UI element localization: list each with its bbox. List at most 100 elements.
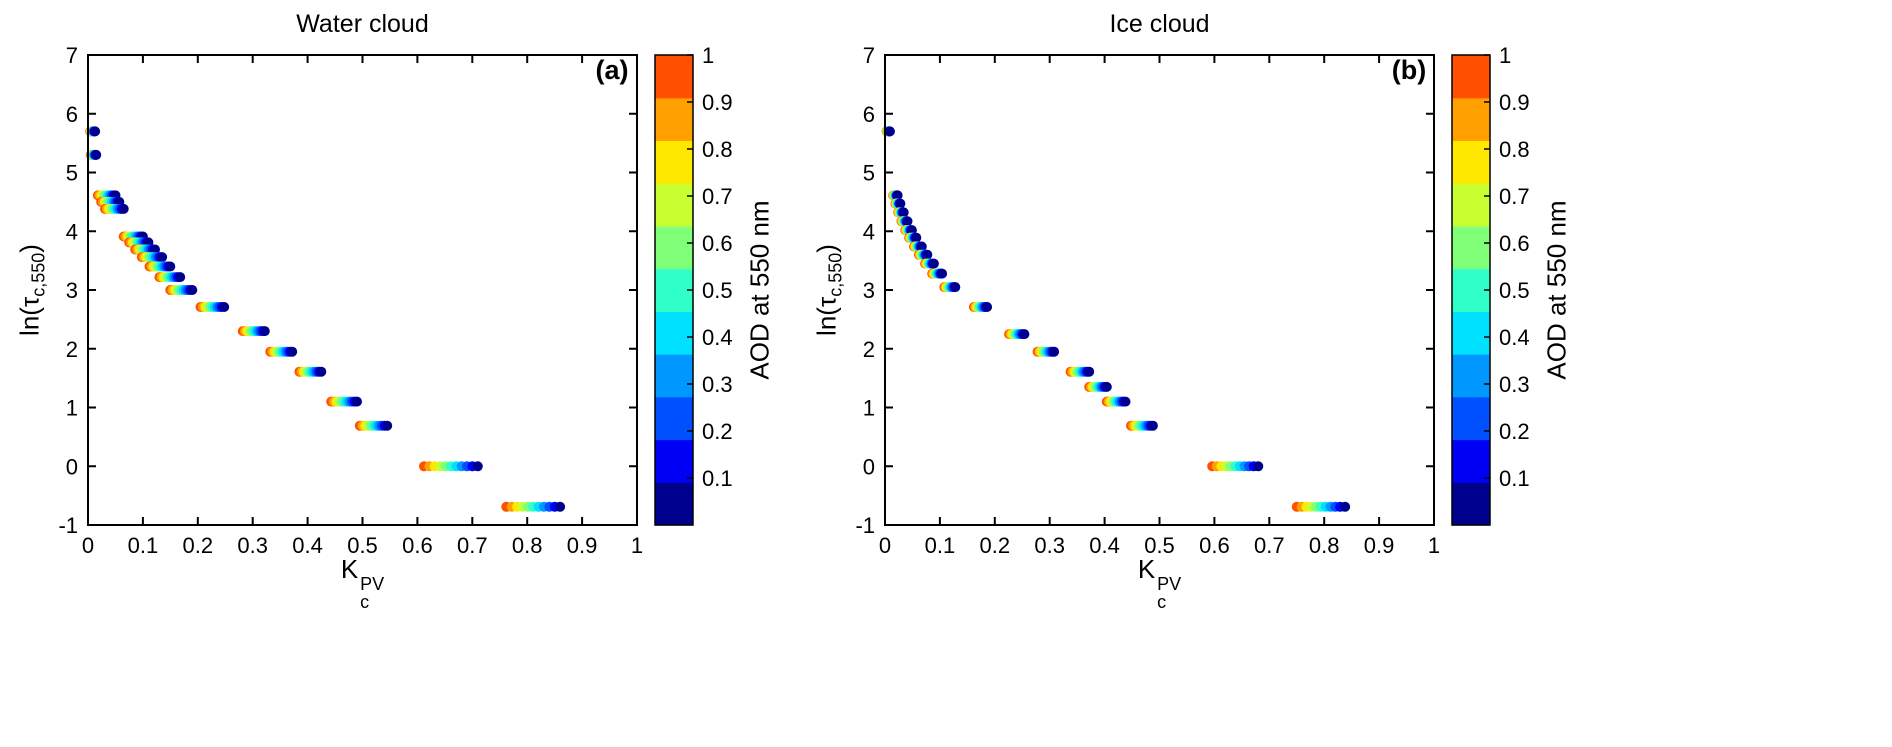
scatter-point — [916, 241, 927, 252]
scatter-point — [219, 302, 230, 312]
colorbar-band — [655, 354, 693, 398]
scatter-point — [937, 268, 948, 279]
x-tick-label: 0.2 — [183, 533, 214, 558]
scatter-point — [884, 126, 895, 137]
xlabel-base: K — [1137, 554, 1156, 584]
ylabel-post: ) — [811, 244, 842, 253]
ylabel-sub: c,550 — [28, 252, 49, 297]
panel-b-corner-label: (b) — [1391, 55, 1427, 85]
panel-a-ylabel: ln(τc,550) — [15, 244, 50, 336]
scatter-point — [150, 244, 160, 255]
scatter-point — [187, 285, 198, 295]
colorbar-tick-label: 0.6 — [702, 231, 733, 256]
y-tick-label: 3 — [863, 278, 875, 303]
x-tick-label: 0.3 — [1034, 533, 1065, 558]
y-tick-label: 4 — [66, 219, 78, 244]
scatter-point — [1120, 396, 1131, 407]
colorbar-band — [1452, 225, 1490, 270]
colorbar-band — [655, 311, 693, 355]
ylabel-pre: ln(τ — [14, 296, 45, 336]
y-tick-label: 4 — [863, 219, 875, 244]
x-tick-label: 0.7 — [457, 533, 488, 558]
x-tick-label: 1 — [1428, 533, 1440, 558]
scatter-point — [352, 396, 362, 407]
colorbar-band — [655, 396, 693, 441]
xlabel-supsub: PV c — [1157, 575, 1181, 612]
colorbar-band — [655, 55, 693, 99]
x-tick-label: 0.7 — [1254, 533, 1285, 558]
x-tick-label: 0.1 — [128, 533, 159, 558]
colorbar-band — [655, 482, 693, 526]
scatter-point — [911, 232, 922, 243]
colorbar-band — [1452, 55, 1490, 99]
colorbar-tick-label: 0.5 — [1499, 278, 1530, 303]
colorbar-tick-label: 0.1 — [702, 466, 733, 491]
panel-a-colorbar-label: AOD at 550 nm — [744, 200, 775, 380]
x-tick-label: 0.5 — [1144, 533, 1175, 558]
scatter-point — [157, 252, 168, 263]
y-tick-label: 0 — [863, 454, 875, 479]
scatter-point — [1147, 420, 1158, 431]
colorbar-tick-label: 0.7 — [702, 184, 733, 209]
scatter-point — [1084, 366, 1095, 377]
xlabel-sub: c — [1157, 592, 1167, 613]
xlabel-supsub: PV c — [360, 575, 384, 612]
axes-box — [884, 54, 1435, 526]
x-tick-label: 0.1 — [925, 533, 956, 558]
colorbar-tick-label: 0.3 — [702, 372, 733, 397]
y-tick-label: 6 — [66, 102, 78, 127]
scatter-point — [287, 346, 298, 357]
colorbar-band — [655, 268, 693, 312]
panel-a-corner-label: (a) — [595, 55, 629, 85]
colorbar-tick-label: 0.3 — [1499, 372, 1530, 397]
scatter-point — [950, 282, 961, 293]
y-tick-label: 7 — [863, 43, 875, 68]
ylabel-pre: ln(τ — [811, 296, 842, 336]
colorbar-tick-label: 0.7 — [1499, 184, 1530, 209]
y-tick-label: 1 — [863, 396, 875, 421]
x-tick-label: 0.9 — [567, 533, 598, 558]
colorbar-band — [655, 439, 693, 483]
x-tick-label: 0.8 — [1309, 533, 1340, 558]
xlabel-sub: c — [360, 592, 370, 613]
scatter-point — [1019, 329, 1030, 340]
colorbar-tick-label: 0.1 — [1499, 466, 1530, 491]
y-tick-label: 6 — [863, 102, 875, 127]
scatter-point — [1340, 501, 1351, 512]
panel-b-title: Ice cloud — [1109, 10, 1210, 38]
colorbar-band — [1452, 354, 1490, 398]
colorbar-band — [1452, 268, 1490, 312]
colorbar-band — [1452, 439, 1490, 483]
panel-b-ylabel: ln(τc,550) — [812, 244, 847, 336]
axes-box — [87, 54, 638, 526]
y-tick-label: 1 — [66, 396, 78, 421]
panel-b-colorbar-label: AOD at 550 nm — [1541, 200, 1572, 380]
x-tick-label: 0.4 — [1089, 533, 1120, 558]
scatter-point — [898, 207, 909, 218]
scatter-point — [382, 420, 393, 431]
y-tick-label: 3 — [66, 278, 78, 303]
panel-a-title: Water cloud — [296, 10, 429, 38]
colorbar-band — [1452, 183, 1490, 227]
scatter-point — [259, 326, 270, 337]
y-tick-label: -1 — [58, 513, 78, 538]
ylabel-post: ) — [14, 244, 45, 253]
x-tick-label: 0.3 — [237, 533, 268, 558]
colorbar-band — [655, 183, 693, 227]
y-tick-label: 2 — [863, 337, 875, 362]
scatter-point — [1049, 346, 1060, 357]
scatter-point — [928, 258, 939, 269]
colorbar-tick-label: 0.6 — [1499, 231, 1530, 256]
colorbar-band — [655, 97, 693, 141]
colorbar-tick-label: 0.9 — [1499, 90, 1530, 115]
panel-a-xlabel: K PV c — [88, 554, 637, 612]
x-tick-label: 0.9 — [1364, 533, 1395, 558]
scatter-point — [1101, 381, 1112, 392]
ylabel-sub: c,550 — [825, 252, 846, 297]
x-tick-label: 0.5 — [347, 533, 378, 558]
x-tick-label: 0 — [879, 533, 891, 558]
x-tick-label: 0.6 — [402, 533, 433, 558]
panel-b: 0 0.1 0.2 0.3 0.4 0.5 0.6 0.7 0.8 0.9 1-1012345670… — [855, 43, 1529, 558]
colorbar-tick-label: 0.8 — [1499, 137, 1530, 162]
